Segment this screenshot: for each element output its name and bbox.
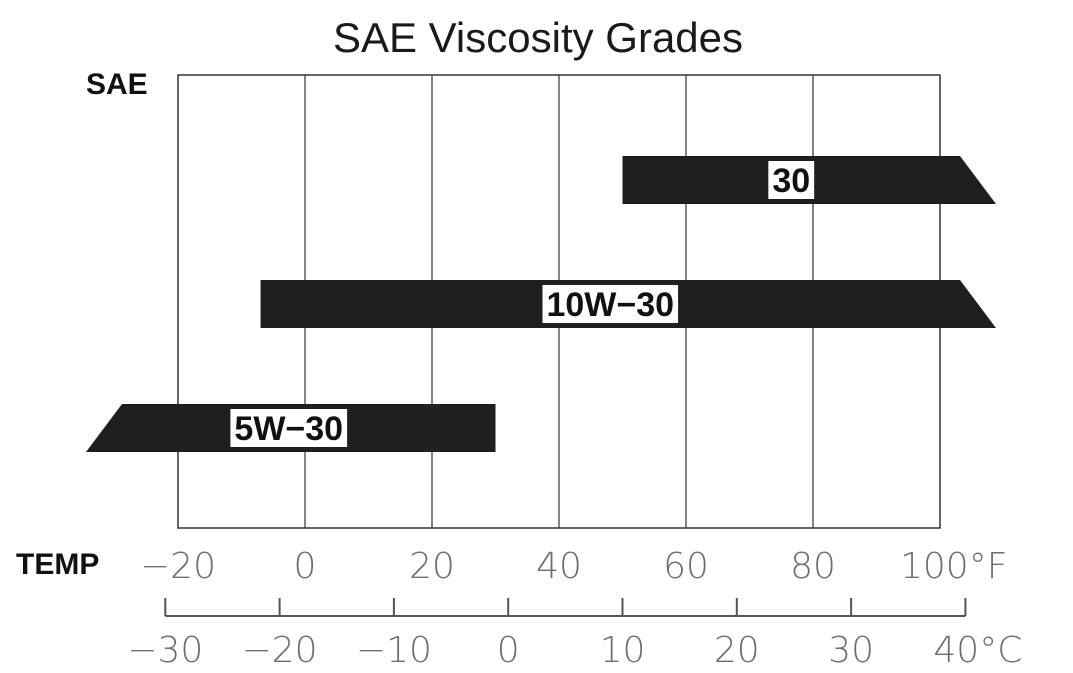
celsius-tick-label: 10 <box>600 630 646 671</box>
bar-label-bg <box>768 161 815 199</box>
celsius-tick-label: 20 <box>714 630 760 671</box>
fahrenheit-tick-label: 0 <box>294 546 317 587</box>
fahrenheit-tick-label: 20 <box>409 546 455 587</box>
fahrenheit-tick-label: 80 <box>790 546 836 587</box>
bar-label: 5W−30 <box>234 410 343 448</box>
fahrenheit-tick-label: 40 <box>536 546 582 587</box>
bar-label-bg <box>542 285 679 323</box>
y-axis-label: SAE <box>86 68 148 101</box>
fahrenheit-axis: −20 0 20 40 60 80 100°F <box>140 546 1007 587</box>
x-axis-label: TEMP <box>16 548 99 581</box>
celsius-tick-label: −10 <box>356 630 432 671</box>
bar-label: 30 <box>772 162 810 200</box>
celsius-tick-label: 0 <box>497 630 520 671</box>
fahrenheit-tick-label: 100°F <box>900 546 1007 587</box>
fahrenheit-tick-label: 60 <box>663 546 709 587</box>
bars: 30 10W−30 5W−30 <box>86 156 996 452</box>
bar-group: 5W−30 <box>86 404 496 452</box>
fahrenheit-tick-label: −20 <box>140 546 216 587</box>
bar-group: 30 <box>622 156 996 204</box>
chart-title: SAE Viscosity Grades <box>333 14 743 61</box>
celsius-tick-label: −20 <box>242 630 318 671</box>
bar-group: 10W−30 <box>260 280 996 328</box>
bar-label-bg <box>230 409 348 447</box>
celsius-axis: −30 −20 −10 0 10 20 30 40°C <box>127 598 1022 671</box>
celsius-tick-label: 30 <box>828 630 874 671</box>
celsius-tick-label: 40°C <box>933 630 1022 671</box>
bar-label: 10W−30 <box>546 286 674 324</box>
celsius-tick-label: −30 <box>127 630 203 671</box>
